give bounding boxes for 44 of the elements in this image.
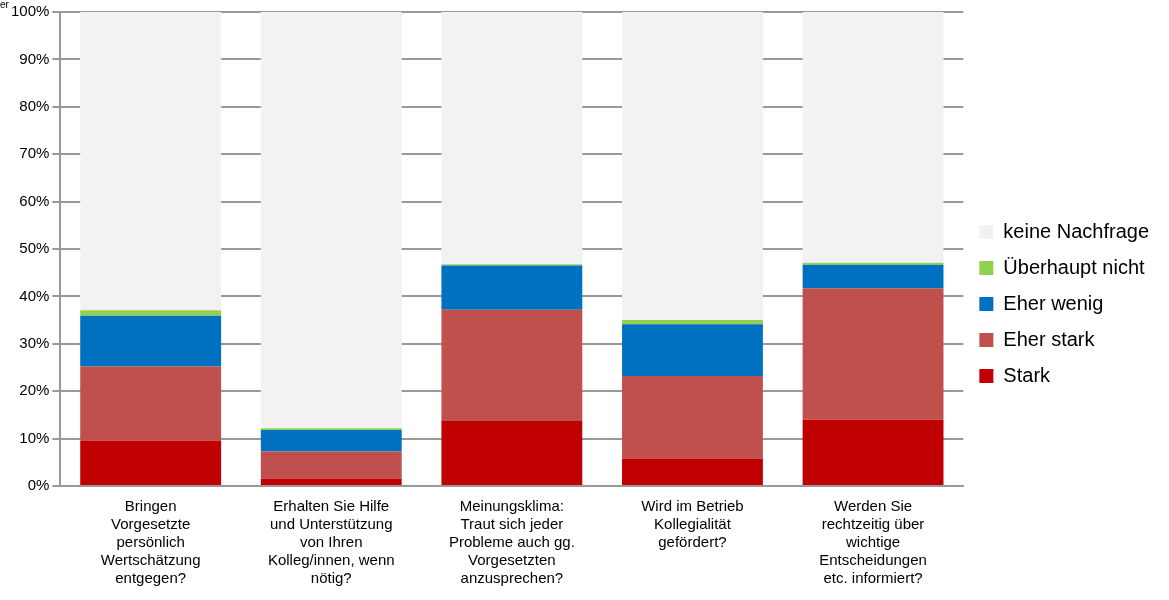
text: er [0,0,10,10]
bar [622,324,763,377]
bar [622,320,763,325]
x-tick-label: Wird im Betrieb Kollegialität gefördert? [641,497,744,551]
bar [80,315,222,367]
legend-label: Eher wenig [1003,291,1104,314]
y-tick-label: 100% [10,2,50,20]
bar [622,12,763,321]
y-tick-label: 50% [19,239,50,257]
bar [802,419,944,485]
y-tick-label: 90% [19,49,50,67]
x-tick-label: Bringen Vorgesetzte persönlich Wertschätzung entgegen? [100,497,201,587]
bar [622,458,763,485]
bar [802,12,944,263]
bar [260,451,402,479]
bar [802,288,944,420]
y-tick-label: 0% [27,476,50,494]
bar [441,309,583,422]
bar [441,12,583,265]
x-tick-label: Erhalten Sie Hilfe und Unterstützung von Ihren Kolleg/innen, wenn nötig? [267,497,395,587]
legend-label: keine Nachfrage [1003,219,1150,242]
legend-label: Überhaupt nicht [1003,255,1145,278]
legend-label: Stark [1003,363,1052,386]
bar [80,12,222,311]
y-tick-label: 40% [19,286,50,304]
bar [260,12,402,429]
y-tick-label: 60% [19,191,50,209]
y-tick-label: 30% [19,333,50,351]
bar [260,478,402,485]
bar [80,366,222,441]
y-tick-label: 10% [19,428,50,446]
bar [441,421,583,485]
bar [80,310,222,316]
bar [260,430,402,452]
y-tick-label: 70% [19,144,50,162]
bar [622,376,763,459]
x-tick-label: Meinungsklima: Traut sich jeder Probleme auch gg. Vorgesetzten anzusprechen? [448,497,575,587]
bar [802,264,944,289]
y-tick-label: 20% [19,381,50,399]
x-tick-label: Werden Sie rechtzeitig über wichtige Entscheidungen etc. informiert? [819,497,927,587]
bar [441,265,583,310]
y-tick-label: 80% [19,96,50,114]
bar [80,440,222,485]
legend-label: Eher stark [1003,327,1096,350]
